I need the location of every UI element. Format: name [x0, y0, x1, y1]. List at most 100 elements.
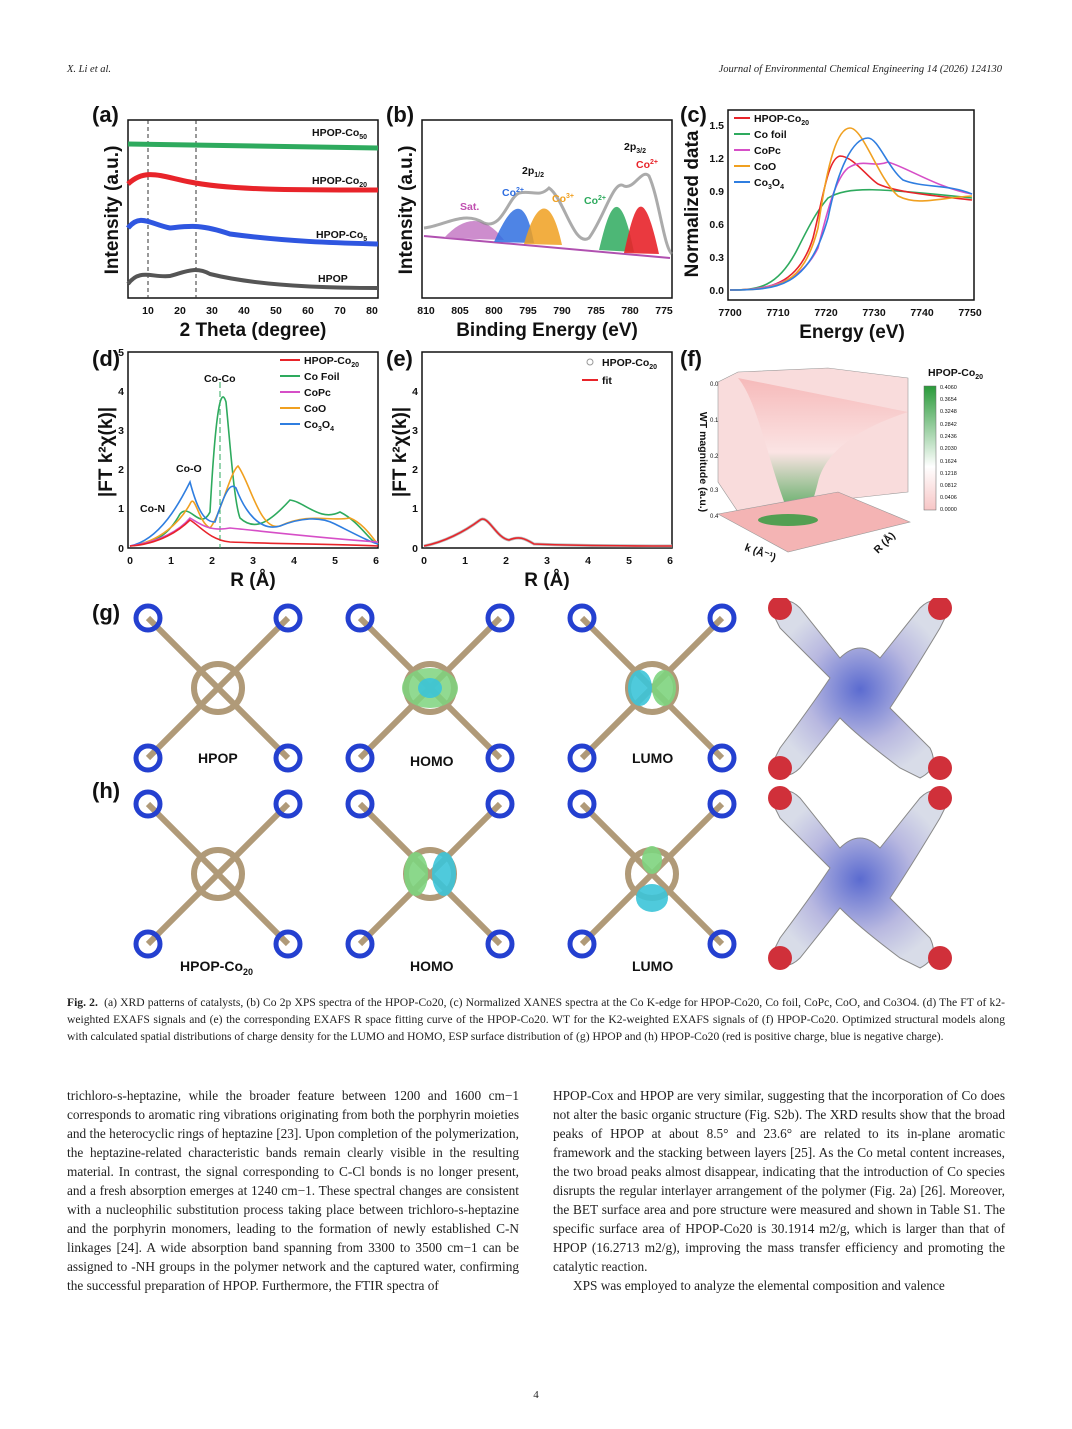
svg-text:4: 4	[585, 555, 591, 567]
svg-text:6: 6	[373, 555, 379, 567]
label-hpop: HPOP	[198, 750, 238, 766]
panel-d-yticks: 0 1 2 3 4 5	[118, 347, 124, 555]
svg-text:0.9: 0.9	[709, 186, 724, 198]
caption-title: Fig. 2.	[67, 996, 98, 1009]
svg-text:7720: 7720	[814, 307, 838, 319]
figure-caption: Fig. 2. (a) XRD patterns of catalysts, (…	[67, 994, 1005, 1045]
svg-text:790: 790	[553, 305, 571, 317]
panel-f-title: HPOP-Co20	[928, 367, 983, 381]
svg-text:3: 3	[118, 425, 124, 437]
svg-text:0: 0	[412, 543, 418, 555]
panel-a-xticks: 10 20 30 40 50 60 70 80	[142, 305, 378, 317]
body-column-left: trichloro-s-heptazine, while the broader…	[67, 1086, 519, 1295]
svg-text:3: 3	[412, 425, 418, 437]
panel-e-xticks: 0 1 2 3 4 5 6	[421, 555, 673, 567]
panel-g-h-molecular-models: (g) (h)	[92, 598, 953, 971]
panel-a-xrd-chart: (a) HPOP-Co50 HPOP-Co20 HPOP-Co5 HPOP 10…	[92, 102, 379, 341]
svg-text:810: 810	[417, 305, 435, 317]
orbital-label-2p12: 2p1/2	[522, 165, 544, 179]
svg-text:4: 4	[412, 386, 418, 398]
svg-text:0.3: 0.3	[709, 252, 724, 264]
panel-c-yticks: 0.0 0.3 0.6 0.9 1.2 1.5	[709, 120, 724, 297]
svg-text:Co3O4: Co3O4	[304, 419, 334, 433]
panel-d-exafs-chart: (d) Co-Co Co-O Co-N HPOP-Co20 Co Foil Co…	[92, 346, 379, 591]
svg-text:800: 800	[485, 305, 503, 317]
svg-text:0.2: 0.2	[710, 454, 719, 460]
annotation-co-co: Co-Co	[204, 373, 236, 385]
label-lumo-g: LUMO	[632, 750, 674, 766]
svg-text:HPOP-Co20: HPOP-Co20	[754, 113, 809, 127]
svg-text:0.0: 0.0	[710, 382, 719, 388]
svg-text:2: 2	[503, 555, 509, 567]
svg-text:7710: 7710	[766, 307, 790, 319]
label-homo-g: HOMO	[410, 753, 454, 769]
panel-e-legend: HPOP-Co20 fit	[582, 357, 657, 387]
panel-b-ylabel: Intensity (a.u.)	[396, 146, 417, 275]
svg-text:20: 20	[174, 305, 186, 317]
running-head-journal: Journal of Environmental Chemical Engine…	[718, 64, 1002, 75]
svg-text:1.2: 1.2	[709, 153, 724, 165]
panel-e-xlabel: R (Å)	[524, 570, 569, 591]
body-column-right: HPOP-Cox and HPOP are very similar, sugg…	[553, 1086, 1005, 1295]
body-right-paragraph-1: HPOP-Cox and HPOP are very similar, sugg…	[553, 1088, 1005, 1274]
panel-b-label: (b)	[386, 102, 414, 127]
svg-text:0.6: 0.6	[709, 219, 724, 231]
svg-text:Co foil: Co foil	[754, 129, 787, 141]
caption-text: (a) XRD patterns of catalysts, (b) Co 2p…	[67, 996, 1006, 1043]
svg-text:CoPc: CoPc	[304, 387, 331, 399]
svg-text:780: 780	[621, 305, 639, 317]
svg-text:1: 1	[412, 503, 418, 515]
panel-f-xlabel: k (Å⁻¹)	[743, 541, 778, 564]
panel-c-legend: HPOP-Co20 Co foil CoPc CoO Co3O4	[734, 113, 809, 191]
svg-text:40: 40	[238, 305, 250, 317]
svg-text:80: 80	[366, 305, 378, 317]
svg-text:0.2436: 0.2436	[940, 434, 957, 440]
svg-text:70: 70	[334, 305, 346, 317]
figure-2: (a) HPOP-Co50 HPOP-Co20 HPOP-Co5 HPOP 10…	[90, 98, 990, 978]
panel-f-zlabel: WT magnitude (a.u.)	[697, 412, 709, 512]
svg-text:0.1218: 0.1218	[940, 471, 957, 477]
svg-text:0.4060: 0.4060	[940, 385, 957, 391]
panel-d-ylabel: |FT k²χ(k)|	[96, 407, 117, 497]
page-number: 4	[533, 1389, 539, 1401]
panel-f-colorbar-ticks: 0.4060 0.3654 0.3248 0.2842 0.2436 0.203…	[940, 385, 957, 513]
panel-e-label: (e)	[386, 346, 413, 371]
svg-text:CoO: CoO	[304, 403, 326, 415]
svg-text:3: 3	[250, 555, 256, 567]
label-hpop-co20: HPOP-Co20	[180, 958, 254, 977]
panel-c-xticks: 7700 7710 7720 7730 7740 7750	[718, 307, 982, 319]
hpop-structure	[136, 606, 300, 770]
svg-text:0.2842: 0.2842	[940, 422, 957, 428]
svg-text:0.0812: 0.0812	[940, 483, 957, 489]
panel-f-wavelet-plot: (f) HPOP-Co20 0.4060 0.3654 0.3248 0.284…	[680, 346, 983, 564]
svg-text:1.5: 1.5	[709, 120, 724, 132]
label-lumo-h: LUMO	[632, 958, 674, 974]
svg-text:5: 5	[626, 555, 632, 567]
svg-text:Co3O4: Co3O4	[754, 177, 784, 191]
svg-text:0.3248: 0.3248	[940, 409, 957, 415]
svg-text:5: 5	[332, 555, 338, 567]
body-left-paragraph: trichloro-s-heptazine, while the broader…	[67, 1088, 519, 1293]
panel-b-xps-chart: (b) Sat. Co2+ Co3+ Co2+ Co2+ 2p1/2 2p3/2…	[386, 102, 674, 341]
svg-text:0.3654: 0.3654	[940, 397, 957, 403]
peak-label-co2-b: Co2+	[584, 195, 606, 207]
svg-text:0: 0	[421, 555, 427, 567]
svg-text:0.0: 0.0	[709, 285, 724, 297]
panel-h-label: (h)	[92, 778, 120, 803]
svg-text:0.3: 0.3	[710, 488, 719, 494]
running-head-authors: X. Li et al.	[67, 64, 112, 75]
svg-text:0.2030: 0.2030	[940, 446, 957, 452]
panel-c-xlabel: Energy (eV)	[799, 322, 905, 343]
svg-text:0.1: 0.1	[710, 418, 719, 424]
panel-b-xticks: 810 805 800 795 790 785 780 775	[417, 305, 673, 317]
svg-text:0.4: 0.4	[710, 514, 719, 520]
svg-text:6: 6	[667, 555, 673, 567]
svg-text:fit: fit	[602, 375, 612, 387]
label-homo-h: HOMO	[410, 958, 454, 974]
svg-text:50: 50	[270, 305, 282, 317]
panel-d-xlabel: R (Å)	[230, 570, 275, 591]
panel-e-yticks: 0 1 2 3 4	[412, 386, 418, 555]
hpop-co20-homo-structure	[348, 792, 512, 956]
panel-f-ylabel: R (Å)	[871, 529, 898, 556]
svg-text:HPOP-Co20: HPOP-Co20	[304, 355, 359, 369]
